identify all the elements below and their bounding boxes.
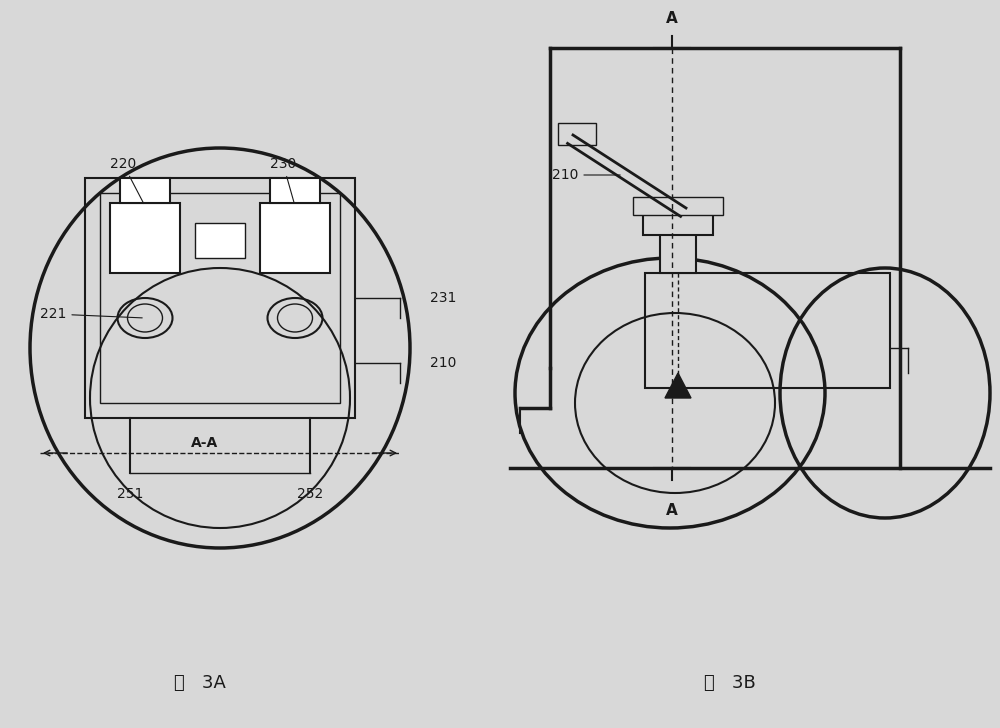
Bar — [100, 193, 340, 403]
Bar — [633, 197, 723, 215]
Bar — [558, 123, 596, 145]
Bar — [110, 203, 180, 273]
Text: A-A: A-A — [191, 436, 219, 450]
Text: 210: 210 — [430, 356, 456, 370]
Text: 231: 231 — [430, 291, 456, 305]
Text: A: A — [666, 11, 678, 26]
Bar — [643, 210, 713, 235]
Text: 图   3A: 图 3A — [174, 674, 226, 692]
Bar — [270, 178, 320, 203]
Bar — [120, 178, 170, 203]
Bar — [645, 273, 890, 388]
Text: 230: 230 — [270, 157, 296, 203]
Bar — [660, 223, 696, 273]
Text: 220: 220 — [110, 157, 144, 204]
Text: 210: 210 — [552, 168, 620, 182]
Text: 221: 221 — [40, 307, 142, 321]
Text: 图   3B: 图 3B — [704, 674, 756, 692]
Text: A: A — [666, 503, 678, 518]
Bar — [260, 203, 330, 273]
Text: 252: 252 — [297, 487, 323, 501]
Text: 251: 251 — [117, 487, 143, 501]
Bar — [195, 223, 245, 258]
Polygon shape — [665, 373, 691, 398]
Bar — [85, 178, 355, 418]
